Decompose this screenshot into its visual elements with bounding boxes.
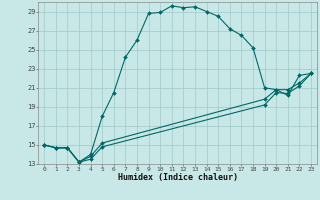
X-axis label: Humidex (Indice chaleur): Humidex (Indice chaleur) xyxy=(118,173,238,182)
